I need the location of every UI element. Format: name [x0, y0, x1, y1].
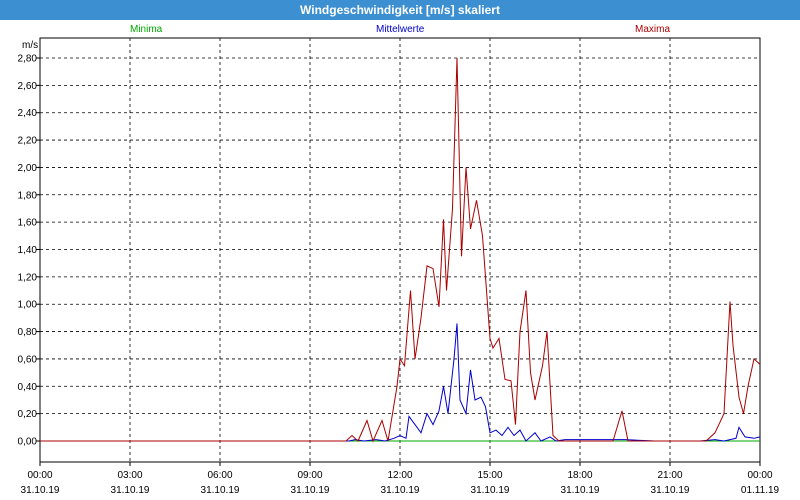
- x-tick-label-time: 06:00: [207, 470, 232, 481]
- series-line-maxima: [40, 57, 761, 443]
- x-tick-label-time: 00:00: [27, 470, 52, 481]
- x-tick-label-time: 21:00: [657, 470, 682, 481]
- y-tick-label: 0,40: [18, 382, 38, 393]
- legend-maxima: Maxima: [635, 24, 671, 35]
- y-tick-label: 1,40: [18, 245, 38, 256]
- x-tick-label-date: 31.10.19: [201, 485, 240, 496]
- y-tick-label: 0,80: [18, 327, 38, 338]
- x-tick-label-date: 31.10.19: [471, 485, 510, 496]
- x-tick-label-date: 31.10.19: [381, 485, 420, 496]
- y-tick-label: 1,80: [18, 190, 38, 201]
- x-tick-label-time: 15:00: [477, 470, 502, 481]
- x-tick-label-time: 03:00: [117, 470, 142, 481]
- window-title: Windgeschwindigkeit [m/s] skaliert: [0, 0, 800, 20]
- y-tick-label: 1,60: [18, 218, 38, 229]
- y-tick-label: 0,00: [18, 437, 38, 448]
- x-tick-label-date: 31.10.19: [561, 485, 600, 496]
- x-tick-label-time: 18:00: [567, 470, 592, 481]
- x-tick-label-time: 09:00: [297, 470, 322, 481]
- legend-mittelwerte: Mittelwerte: [376, 24, 425, 35]
- y-tick-label: 2,00: [18, 163, 38, 174]
- x-tick-label-date: 31.10.19: [21, 485, 60, 496]
- x-tick-label-date: 31.10.19: [291, 485, 330, 496]
- y-tick-label: 0,20: [18, 409, 38, 420]
- legend-minima: Minima: [130, 24, 163, 35]
- x-tick-label-date: 31.10.19: [111, 485, 150, 496]
- y-tick-label: 2,20: [18, 136, 38, 147]
- x-tick-label-date: 31.10.19: [651, 485, 690, 496]
- y-tick-label: 1,00: [18, 300, 38, 311]
- x-tick-label-time: 00:00: [747, 470, 772, 481]
- y-tick-label: 2,80: [18, 54, 38, 65]
- y-tick-label: 2,60: [18, 81, 38, 92]
- y-axis-unit: m/s: [22, 40, 39, 51]
- x-tick-label-date: 01.11.19: [741, 485, 780, 496]
- y-tick-label: 2,40: [18, 108, 38, 119]
- x-tick-label-time: 12:00: [387, 470, 412, 481]
- y-tick-label: 0,60: [18, 354, 38, 365]
- y-tick-label: 1,20: [18, 272, 38, 283]
